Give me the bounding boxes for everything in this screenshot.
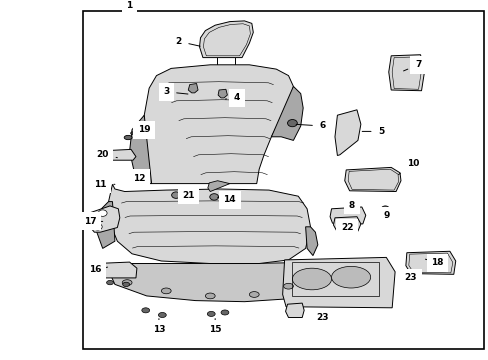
Polygon shape	[95, 262, 137, 278]
Polygon shape	[144, 65, 293, 184]
Text: 15: 15	[208, 319, 221, 334]
Text: 13: 13	[152, 319, 165, 334]
Polygon shape	[271, 86, 303, 140]
Polygon shape	[405, 251, 455, 274]
Ellipse shape	[106, 280, 113, 285]
Text: 10: 10	[398, 159, 419, 175]
Ellipse shape	[388, 211, 393, 215]
Polygon shape	[129, 115, 151, 184]
Ellipse shape	[142, 308, 149, 313]
Ellipse shape	[158, 312, 166, 318]
Text: 8: 8	[348, 201, 354, 210]
Ellipse shape	[161, 288, 171, 294]
Ellipse shape	[209, 194, 218, 200]
Text: 22: 22	[340, 223, 353, 232]
Text: 9: 9	[382, 211, 389, 220]
Polygon shape	[388, 55, 424, 91]
Text: 23: 23	[403, 274, 416, 282]
Ellipse shape	[205, 293, 215, 299]
Ellipse shape	[124, 135, 132, 140]
Polygon shape	[285, 303, 304, 318]
Polygon shape	[90, 206, 120, 232]
Ellipse shape	[287, 120, 297, 127]
Text: 1: 1	[126, 1, 132, 11]
Ellipse shape	[122, 280, 132, 285]
Ellipse shape	[381, 206, 388, 212]
Polygon shape	[207, 181, 229, 192]
Ellipse shape	[130, 132, 135, 135]
Ellipse shape	[171, 192, 180, 198]
Ellipse shape	[292, 268, 331, 290]
Polygon shape	[199, 21, 253, 58]
Polygon shape	[344, 167, 400, 192]
Bar	[83, 11, 483, 349]
Ellipse shape	[283, 283, 293, 289]
Text: 18: 18	[425, 258, 443, 267]
Ellipse shape	[331, 266, 370, 288]
Ellipse shape	[98, 210, 107, 216]
Polygon shape	[108, 184, 310, 264]
Polygon shape	[282, 257, 394, 308]
Polygon shape	[334, 110, 360, 156]
Ellipse shape	[122, 282, 129, 287]
Text: 5: 5	[362, 127, 384, 136]
Polygon shape	[107, 149, 136, 160]
Polygon shape	[110, 263, 306, 302]
Text: 20: 20	[96, 150, 117, 158]
Polygon shape	[97, 202, 115, 248]
Ellipse shape	[93, 224, 102, 230]
Text: 19: 19	[137, 125, 150, 135]
Text: 3: 3	[163, 87, 187, 96]
Ellipse shape	[249, 292, 259, 297]
Bar	[292, 262, 379, 296]
Text: 6: 6	[296, 122, 325, 130]
Text: 7: 7	[403, 60, 421, 71]
Polygon shape	[188, 84, 198, 93]
Text: 11: 11	[94, 180, 115, 189]
Text: 2: 2	[175, 37, 200, 46]
Ellipse shape	[207, 311, 215, 316]
Text: 21: 21	[181, 191, 194, 199]
Text: 16: 16	[89, 266, 107, 274]
Text: 23: 23	[315, 313, 328, 322]
Polygon shape	[305, 227, 317, 256]
Text: 4: 4	[225, 94, 240, 102]
Text: 14: 14	[217, 195, 236, 204]
Polygon shape	[329, 207, 365, 224]
Text: 12: 12	[133, 174, 145, 183]
Polygon shape	[333, 217, 360, 231]
Polygon shape	[218, 89, 227, 98]
Ellipse shape	[221, 310, 228, 315]
Text: 17: 17	[84, 217, 102, 226]
